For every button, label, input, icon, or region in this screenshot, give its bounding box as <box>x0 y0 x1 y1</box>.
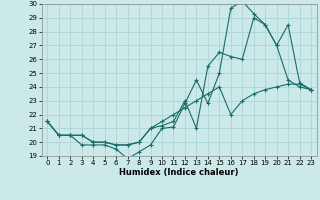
X-axis label: Humidex (Indice chaleur): Humidex (Indice chaleur) <box>119 168 239 177</box>
